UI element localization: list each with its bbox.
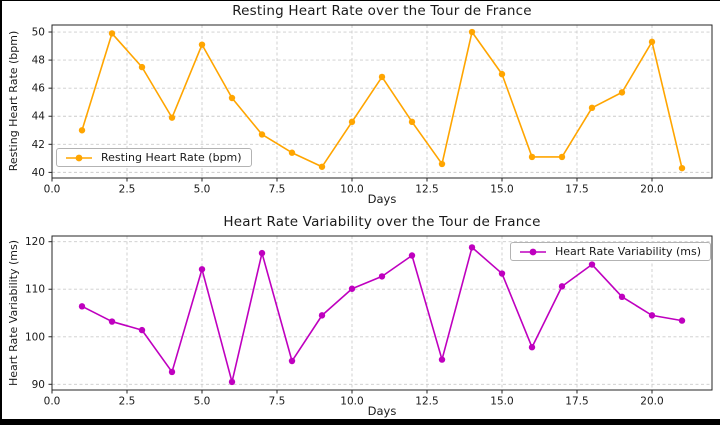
svg-text:5.0: 5.0	[194, 396, 211, 408]
svg-text:12.5: 12.5	[415, 396, 438, 408]
svg-text:110: 110	[25, 284, 45, 296]
svg-text:20.0: 20.0	[640, 184, 663, 196]
svg-text:48: 48	[32, 55, 45, 67]
svg-text:2.5: 2.5	[119, 184, 136, 196]
hrv-x-axis-label: Days	[367, 404, 397, 418]
svg-text:7.5: 7.5	[269, 184, 286, 196]
rhr-legend-label: Resting Heart Rate (bpm)	[101, 151, 242, 164]
legend-line-marker-icon	[66, 154, 92, 161]
svg-text:50: 50	[32, 27, 45, 39]
svg-text:0.0: 0.0	[44, 184, 61, 196]
svg-text:100: 100	[25, 331, 45, 343]
svg-text:10.0: 10.0	[340, 396, 363, 408]
svg-text:44: 44	[32, 111, 46, 123]
svg-text:2.5: 2.5	[119, 396, 136, 408]
svg-text:15.0: 15.0	[490, 184, 513, 196]
hrv-legend-label: Heart Rate Variability (ms)	[554, 245, 701, 258]
svg-text:42: 42	[32, 139, 45, 151]
svg-text:12.5: 12.5	[415, 184, 438, 196]
hrv-plot-area: 0.0 2.5 5.0 7.5 10.0 12.5 15.0 17.5 20.0 90 100 110…	[25, 235, 713, 408]
hrv-chart-title: Heart Rate Variability over the Tour de …	[223, 214, 541, 230]
hrv-legend: Heart Rate Variability (ms)	[509, 242, 711, 261]
svg-text:0.0: 0.0	[44, 396, 61, 408]
legend-line-marker-icon	[519, 248, 546, 255]
svg-text:40: 40	[32, 167, 45, 179]
frame-edge-left	[0, 0, 2, 425]
rhr-legend: Resting Heart Rate (bpm)	[56, 148, 252, 167]
svg-text:120: 120	[25, 236, 45, 248]
rhr-x-axis-label: Days	[367, 192, 397, 206]
svg-text:17.5: 17.5	[565, 184, 588, 196]
frame-edge-bottom	[0, 419, 720, 425]
frame-edge-top	[0, 0, 720, 1]
rhr-chart-title: Resting Heart Rate over the Tour de Fran…	[232, 3, 532, 19]
svg-text:20.0: 20.0	[640, 396, 663, 408]
svg-text:7.5: 7.5	[269, 396, 286, 408]
rhr-plot-area: 0.0 2.5 5.0 7.5 10.0 12.5 15.0 17.5 20.0 40 42 44 46…	[32, 24, 713, 196]
svg-text:15.0: 15.0	[490, 396, 513, 408]
svg-text:46: 46	[32, 83, 46, 95]
svg-text:5.0: 5.0	[194, 184, 211, 196]
svg-text:90: 90	[32, 379, 45, 391]
svg-text:17.5: 17.5	[565, 396, 588, 408]
svg-text:10.0: 10.0	[340, 184, 363, 196]
